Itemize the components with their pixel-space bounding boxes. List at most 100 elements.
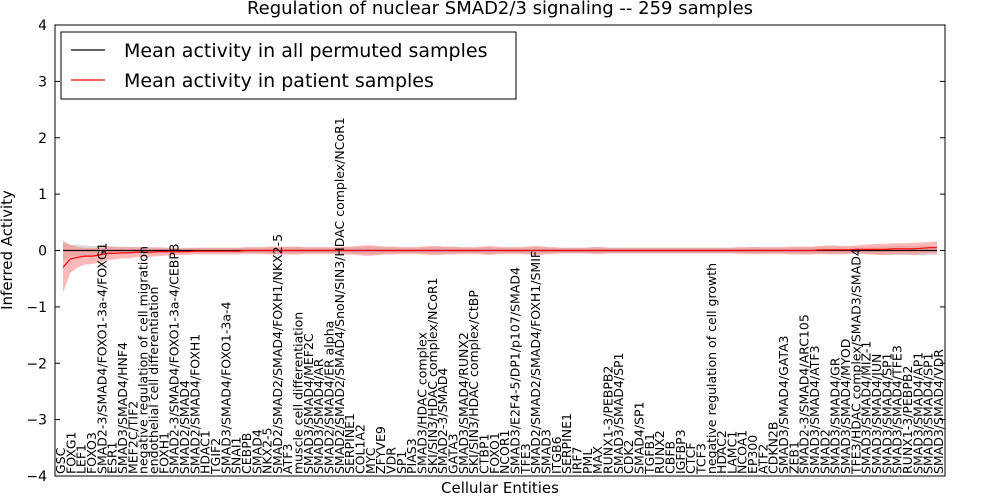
x-tick-label: ESR1 (105, 441, 120, 473)
x-tick-label: NCOA1 (735, 430, 750, 474)
legend-patient-label: Mean activity in patient samples (124, 70, 434, 92)
x-axis-label: Cellular Entities (441, 479, 559, 497)
y-axis-label: Inferred Activity (0, 190, 16, 310)
x-tick-label: IGFBP3 (673, 429, 688, 474)
x-tick-label: CBFB (662, 441, 677, 474)
y-tick-label: 0 (38, 244, 47, 260)
x-tick-label: GATA3 (446, 434, 461, 474)
series-band-patient (63, 241, 937, 293)
x-tick-label: SMAD3/SMAD4/RUNX2 (456, 332, 471, 474)
x-tick-label: SKI/SIN3/HDAC complex/NCoR1 (425, 277, 440, 474)
x-tick-label: SMAD3/SMAD4/GATA3 (776, 335, 791, 474)
x-tick-label: TGFB1 (642, 433, 657, 475)
x-tick-label: MYC (363, 447, 378, 474)
x-tick-label: SERPINE1 (559, 413, 574, 474)
x-tick-label: SMAD3/E2F4-5/DP1/p107/SMAD4 (508, 267, 523, 474)
x-tick-label: SMAD3/SMAD4/SP1 (879, 353, 894, 475)
x-tick-label: negative regulation of cell migration (136, 246, 151, 474)
x-tick-label: SMAD2-3/SMAD4/FOXO1-3a-4/FOXG1 (94, 242, 109, 474)
x-tick-label: PIAS3 (404, 438, 419, 474)
x-tick-label: SMAD3/SMAD4/MEF2C (301, 333, 316, 474)
x-tick-label: TFE3 (518, 443, 533, 475)
x-tick-label: NCOR1 (497, 429, 512, 474)
x-tick-label: endothelial cell differentiation (146, 287, 161, 474)
x-tick-label: CDKN2B (766, 422, 781, 474)
x-tick-label: SMAD3/SMAD4/HNF4 (115, 342, 130, 474)
x-tick-label: MEF2C/TIF2 (125, 401, 140, 474)
x-tick-label: negative regulation of cell growth (704, 263, 719, 474)
x-tick-label: SMAD2/SMAD4/FOXH1 (187, 334, 202, 474)
legend: Mean activity in all permuted samples Me… (60, 31, 517, 100)
x-tick-label: TFE3/HDAC complex/SMAD3/SMAD4 (848, 248, 863, 475)
x-tick-label: ZEB1 (786, 441, 801, 474)
x-tick-label: NKX2-5 (260, 427, 275, 474)
x-tick-label: HDAC1 (198, 430, 213, 474)
x-tick-label: ATF3 (280, 444, 295, 474)
x-tick-label: PML (580, 449, 595, 474)
x-tick-label: SMAD2-3/SMAD4/FOXO1-3a-4/CEBPB (167, 243, 182, 473)
x-tick-label: CTCF (683, 442, 698, 474)
x-tick-label: LAMC1 (724, 431, 739, 474)
x-tick-label: SMAD3/SMAD4/MYOD (838, 339, 853, 474)
x-tick-label: SMAD4/SP1 (631, 401, 646, 474)
series-line-patient (62, 247, 937, 268)
y-tick-label: −1 (26, 300, 47, 316)
x-tick-label: SMAD3/SMAD4/JUN (869, 354, 884, 474)
x-tick-label: SMAD3/SMAD4/GR (828, 357, 843, 474)
y-tick-label: 3 (38, 74, 47, 90)
chart-title: Regulation of nuclear SMAD2/3 signaling … (247, 0, 753, 19)
x-tick-label: SMAD2-3/SMAD4/ARC105 (797, 314, 812, 474)
x-tick-label: VDR (384, 447, 399, 474)
x-tick-label: SMAD2/SMAD4/ER alpha (322, 321, 337, 474)
x-tick-label: SMAD3/SMAD4/VDR (931, 349, 946, 474)
x-tick-label: MAX (590, 446, 605, 474)
x-tick-label: ZFYVE9 (373, 426, 388, 474)
x-tick-label: SMAD3/SMAD4/AR (311, 358, 326, 474)
x-tick-label: FOXO3 (84, 432, 99, 474)
x-tick-label: SERPINE1 (342, 413, 357, 474)
x-tick-label: RUNX2 (652, 430, 667, 474)
x-tick-label: SMAD4 (249, 429, 264, 474)
x-tick-label: SMAD3/SMAD4/SP1 (921, 352, 936, 474)
x-tick-label: CTBP1 (477, 434, 492, 474)
x-tick-label: GSC (53, 447, 68, 474)
x-tick-label: SMAD2/SMAD2/SMAD4/SnoN/SIN3/HDAC complex… (332, 117, 347, 474)
x-tick-label: SMAD2/SMAD2/SMAD4/FOXH1/SMIF (528, 251, 543, 474)
x-tick-label: HDAC2 (714, 430, 729, 474)
plot-frame (54, 24, 946, 477)
y-tick-label: 1 (38, 187, 47, 203)
x-tick-label: COL1A2 (353, 424, 368, 474)
x-tick-label: ATF2 (755, 444, 770, 474)
x-tick-label: SMAD3/SMAD4/MIZ-1 (859, 341, 874, 474)
x-tick-label: SMAD2/SMAD2/SMAD4/FOXH1/NKX2-5 (270, 234, 285, 474)
x-tick-label: SMAD2-3/SMAD4 (435, 368, 450, 474)
x-tick-label: EP300 (745, 435, 760, 474)
x-tick-label: TGIF2 (208, 438, 223, 475)
x-tick-label: SMAD3/HDAC complex (415, 332, 430, 474)
y-tick-label: −4 (26, 469, 47, 485)
x-tick-label: TCF3 (693, 443, 708, 475)
x-tick-label: FOXO1 (487, 432, 502, 474)
x-tick-label: SMAD3/SMAD4/ATF3 (807, 345, 822, 473)
x-tick-label: IRF7 (570, 447, 585, 475)
x-tick-label: SMAD3/SMAD4/TFE3 (890, 345, 905, 474)
x-tick-label: ITGB6 (549, 436, 564, 474)
x-tick-label: SMAD3/SMAD4/FOXO1-3a-4 (218, 301, 233, 474)
x-tick-label: FOXH1 (156, 432, 171, 474)
x-tick-label: SP1 (394, 451, 409, 474)
legend-permuted-label: Mean activity in all permuted samples (124, 40, 487, 62)
y-tick-label: 4 (38, 18, 47, 34)
x-tick-label: SMAD3/SMAD4/AP1 (910, 352, 925, 474)
x-tick-label: LEF1 (74, 444, 89, 474)
x-tick-label: SKI/SIN3/HDAC complex/CtBP (466, 290, 481, 474)
y-tick-label: −2 (26, 356, 47, 372)
x-tick-label: SMAD2/SMAD4 (177, 380, 192, 474)
x-tick-label: muscle cell differentiation (291, 312, 306, 474)
x-tick-label: SNAI1 (229, 437, 244, 474)
x-tick-label: SMAD3 (539, 429, 554, 474)
x-tick-label: SMAD2 (817, 429, 832, 474)
y-tick-label: −3 (26, 413, 47, 429)
x-tick-label: RUNX1-3/PEBPB2 (601, 366, 616, 474)
x-tick-label: RUNX1-3/PEBPB2 (900, 366, 915, 474)
